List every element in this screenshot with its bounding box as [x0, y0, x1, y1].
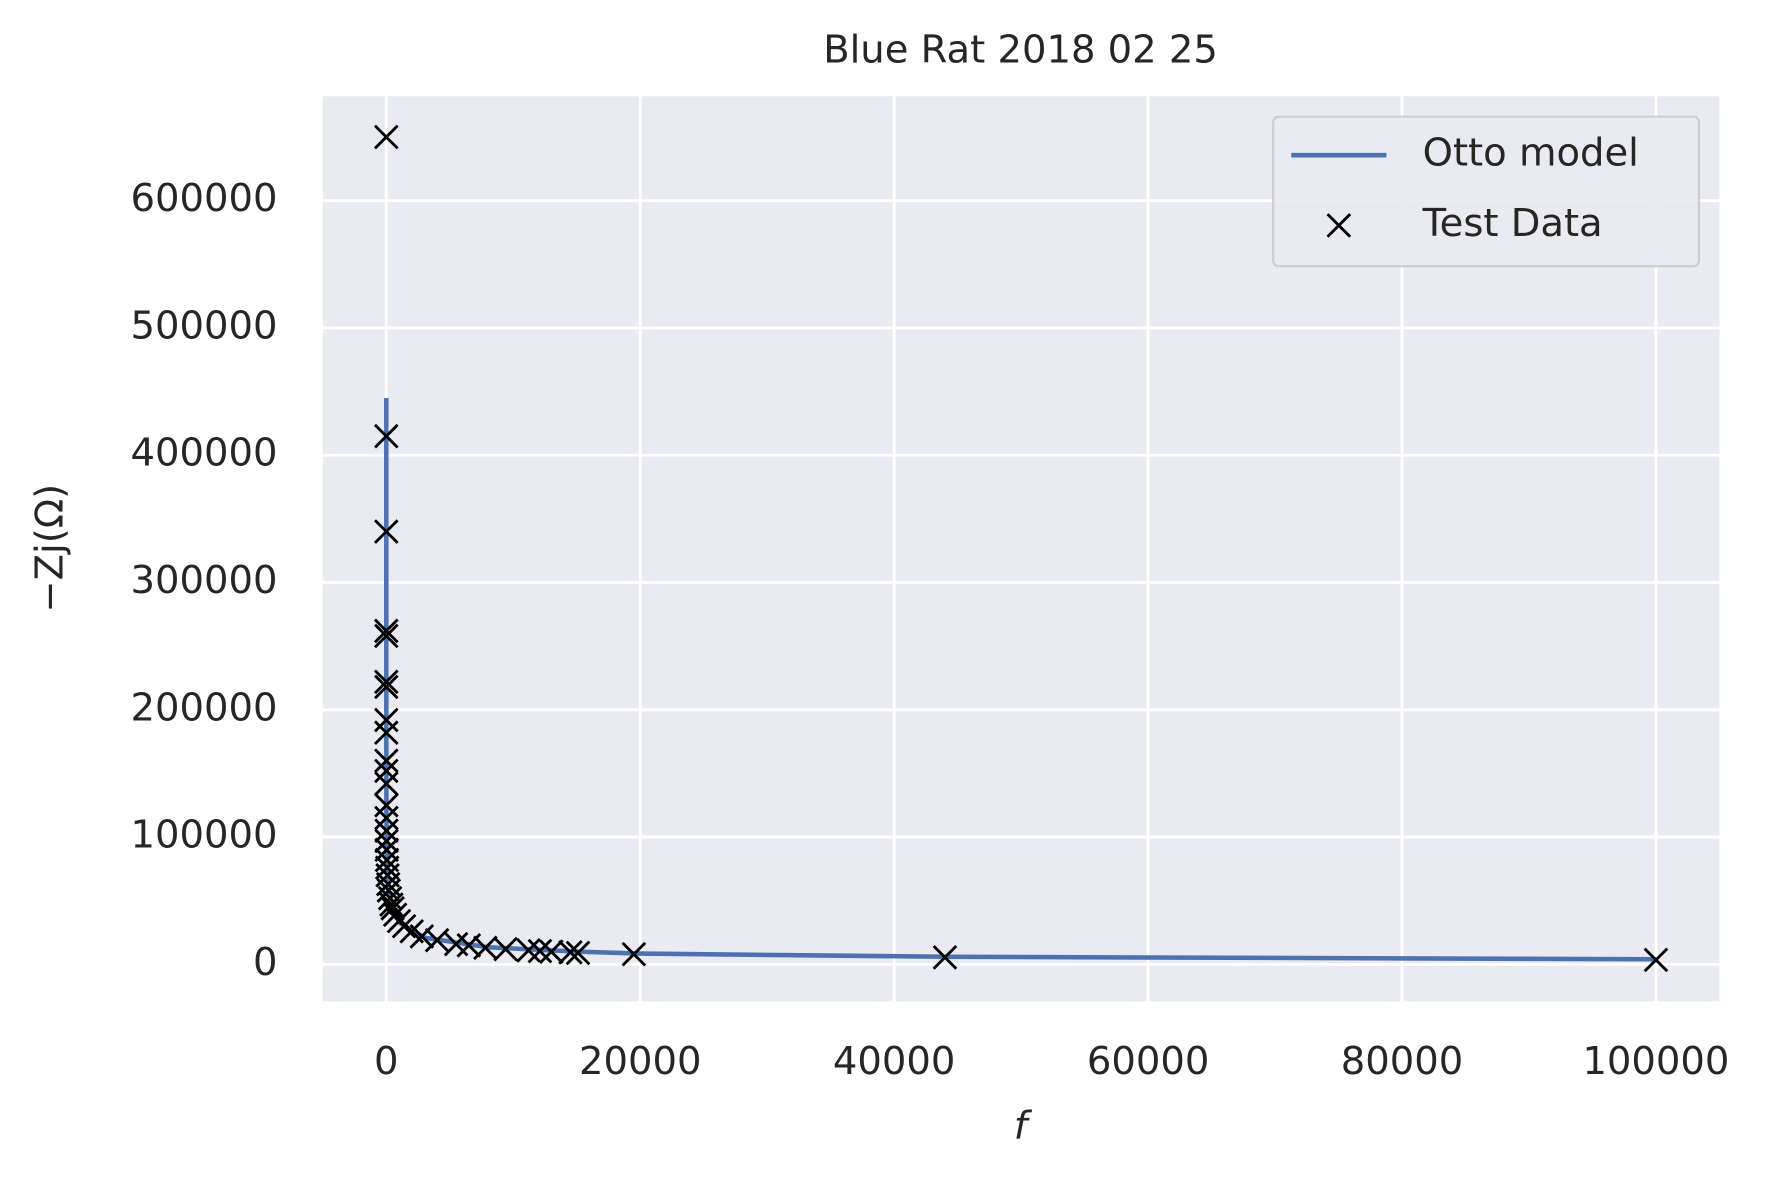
data-point	[932, 945, 958, 970]
data-point	[374, 792, 399, 818]
data-point	[516, 938, 541, 963]
legend-label: Otto model	[1423, 131, 1639, 176]
y-axis-label: −Zj(Ω)	[28, 484, 73, 613]
chart-title: Blue Rat 2018 02 25	[823, 28, 1218, 73]
data-point	[373, 707, 399, 733]
data-point	[391, 913, 417, 939]
data-point	[409, 924, 435, 949]
y-tick-label: 500000	[131, 303, 278, 348]
data-point	[374, 758, 399, 784]
x-axis-label: f	[1014, 1104, 1033, 1149]
data-point	[558, 939, 583, 965]
x-tick-label: 40000	[833, 1039, 955, 1084]
y-tick-label: 200000	[131, 685, 278, 730]
data-point	[373, 669, 399, 695]
data-point	[527, 938, 553, 964]
data-point	[373, 519, 399, 544]
data-point	[621, 941, 647, 967]
data-point	[493, 936, 518, 962]
x-tick-label: 100000	[1582, 1039, 1729, 1084]
y-tick-label: 100000	[131, 813, 278, 858]
data-point	[1643, 947, 1669, 973]
data-point	[374, 748, 399, 774]
data-point	[373, 623, 399, 649]
data-point	[424, 927, 450, 953]
data-point	[565, 940, 591, 966]
data-point	[373, 124, 399, 150]
legend-label: Test Data	[1422, 201, 1603, 246]
data-point	[374, 771, 399, 796]
y-tick-label: 400000	[131, 431, 278, 476]
marks	[373, 124, 1669, 973]
data-point	[373, 618, 399, 644]
data-point	[377, 885, 403, 911]
y-tick-label: 0	[253, 940, 278, 985]
y-tick-label: 300000	[131, 558, 278, 603]
grid	[322, 96, 1720, 1002]
data-point	[473, 935, 498, 961]
data-point	[374, 828, 399, 854]
data-point	[373, 720, 399, 746]
x-tick-label: 0	[374, 1039, 399, 1084]
y-tick-label: 600000	[131, 176, 278, 221]
x-tick-label: 60000	[1087, 1039, 1209, 1084]
data-point	[373, 423, 399, 449]
x-tick-label: 80000	[1341, 1039, 1463, 1084]
data-point	[374, 805, 399, 831]
data-point	[373, 674, 399, 700]
data-point	[374, 837, 400, 863]
data-point	[1326, 213, 1352, 238]
legend: Otto model Test Data	[1272, 115, 1701, 268]
x-tick-label: 20000	[579, 1039, 701, 1084]
data-point	[380, 896, 405, 921]
data-point	[539, 939, 564, 964]
data-point	[374, 818, 399, 844]
